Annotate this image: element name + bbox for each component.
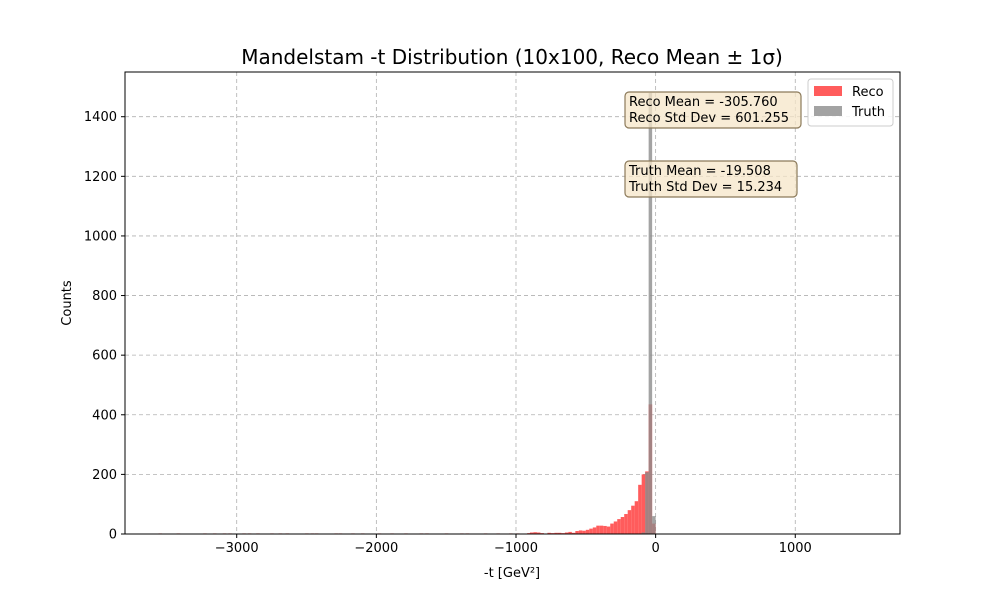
bar-reco-56 — [617, 519, 621, 534]
chart-title: Mandelstam -t Distribution (10x100, Reco… — [241, 45, 783, 69]
bar-reco-61 — [634, 501, 639, 534]
bar-truth-3 — [652, 516, 656, 534]
x-tick-label-3: 0 — [651, 541, 659, 556]
bar-reco-58 — [624, 514, 628, 534]
bar-reco-32 — [529, 532, 534, 534]
bar-reco-60 — [631, 505, 635, 534]
x-tick-label-1: −2000 — [354, 541, 398, 556]
bar-reco-62 — [638, 484, 642, 534]
x-axis-label: -t [GeV²] — [484, 566, 540, 581]
x-tick-label-4: 1000 — [779, 541, 812, 556]
bar-reco-55 — [613, 521, 618, 534]
bar-reco-52 — [603, 525, 607, 534]
y-axis-label: Counts — [60, 280, 75, 326]
bar-truth-2 — [648, 92, 653, 535]
y-tick-label-3: 600 — [92, 349, 117, 364]
bar-reco-41 — [564, 532, 569, 534]
y-tick-label-4: 800 — [92, 289, 117, 304]
plot-frame — [124, 71, 901, 535]
annotation-box-1 — [624, 160, 798, 198]
bar-reco-45 — [578, 530, 583, 534]
bar-reco-33 — [533, 532, 537, 534]
bar-reco-48 — [589, 528, 593, 534]
legend-swatch-reco — [814, 86, 842, 96]
bar-reco-38 — [554, 532, 558, 534]
bar-reco-53 — [606, 526, 611, 534]
grid — [125, 72, 900, 535]
bar-reco-36 — [547, 532, 551, 534]
bar-reco-44 — [575, 531, 579, 534]
bar-reco-49 — [592, 527, 597, 534]
bar-reco-47 — [585, 529, 590, 534]
bar-reco-46 — [582, 530, 586, 534]
annotation-text-1-0: Truth Mean = -19.508 — [628, 164, 771, 179]
bar-reco-50 — [596, 525, 600, 534]
bar-reco-39 — [557, 532, 562, 534]
annotation-box-0 — [624, 91, 802, 129]
bar-reco-34 — [536, 532, 541, 534]
y-tick-label-5: 1000 — [84, 229, 117, 244]
y-tick-label-6: 1200 — [84, 170, 117, 185]
axis-ticks: −3000 −2000 −1000 0 1000 0 200 400 600 800 1000 120… — [84, 110, 812, 556]
bar-reco-63 — [641, 474, 646, 534]
bar-reco-59 — [627, 510, 632, 534]
x-tick-label-2: −1000 — [494, 541, 538, 556]
annotation-text-1-1: Truth Std Dev = 15.234 — [628, 180, 782, 195]
bar-reco-43 — [571, 532, 576, 534]
y-tick-label-7: 1400 — [84, 110, 117, 125]
bar-reco-42 — [568, 531, 572, 534]
bar-reco-54 — [610, 523, 614, 534]
bar-reco-57 — [620, 517, 625, 534]
bar-truth-1 — [645, 472, 649, 534]
y-tick-label-0: 0 — [109, 528, 117, 543]
legend-swatch-truth — [814, 106, 842, 116]
y-tick-label-1: 200 — [92, 468, 117, 483]
legend-label-truth: Truth — [851, 105, 885, 120]
x-tick-label-0: −3000 — [215, 541, 259, 556]
y-tick-label-2: 400 — [92, 408, 117, 423]
annotation-text-0-1: Reco Std Dev = 601.255 — [629, 111, 789, 126]
annotation-text-0-0: Reco Mean = -305.760 — [629, 95, 778, 110]
legend-label-reco: Reco — [852, 85, 884, 100]
bar-truth-0 — [641, 532, 646, 534]
bar-reco-51 — [599, 525, 604, 534]
legend: Reco Truth — [807, 78, 894, 127]
